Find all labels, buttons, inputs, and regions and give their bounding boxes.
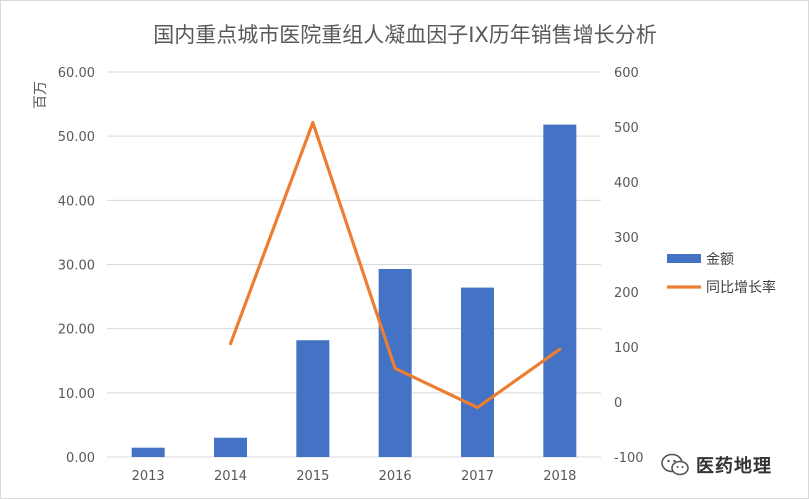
y2-tick-labels: -100 0 100 200 300 400 500 600 [614,66,644,466]
y2-tick-label: -100 [614,451,644,466]
growth-rate-line [229,120,561,410]
y-tick-label: 10.00 [58,387,95,402]
y-axis-label: 百万 [33,81,49,109]
y-tick-label: 40.00 [58,194,95,209]
y2-tick-label: 200 [614,286,639,301]
y2-tick-label: 100 [614,341,639,356]
watermark: 医药地理 [660,450,772,480]
bar-2018 [543,124,577,457]
line-point [393,366,397,370]
chart-title: 国内重点城市医院重组人凝血因子IX历年销售增长分析 [153,23,657,47]
bar-2014 [214,437,247,457]
y-tick-label: 50.00 [58,130,95,145]
x-tick-label: 2014 [214,469,247,484]
y2-tick-label: 300 [614,231,639,246]
x-tick-label: 2017 [461,469,494,484]
legend-label-growth: 同比增长率 [706,279,776,296]
line-point [558,347,562,351]
x-tick-label: 2016 [379,469,412,484]
wechat-icon [661,453,689,476]
legend-label-amount: 金额 [706,252,734,268]
line-point [229,342,232,346]
legend-swatch-amount [667,254,701,263]
bar-2016 [378,268,412,457]
y2-tick-label: 400 [614,176,639,191]
bar-2013 [131,447,165,457]
bar-2017 [461,287,494,457]
y-tick-labels: 0.00 10.00 20.00 30.00 40.00 50.00 60.00 [58,66,95,466]
y-tick-label: 60.00 [58,66,95,81]
line-point [476,406,479,409]
y2-tick-label: 600 [614,66,639,81]
bar-2015 [296,340,330,457]
y2-tick-label: 500 [614,121,639,136]
y-tick-label: 0.00 [66,451,95,466]
x-tick-labels: 2013 2014 2015 2016 2017 2018 [132,469,577,484]
y-tick-label: 30.00 [58,259,95,274]
x-tick-label: 2015 [296,469,329,484]
gridlines [107,71,601,458]
line-series [229,120,562,410]
y-tick-label: 20.00 [58,323,95,338]
y2-tick-label: 0 [614,396,622,411]
watermark-text: 医药地理 [696,456,772,477]
x-tick-label: 2013 [132,469,165,484]
x-tick-label: 2018 [543,469,576,484]
bar-series [131,124,577,457]
line-point [311,121,315,125]
